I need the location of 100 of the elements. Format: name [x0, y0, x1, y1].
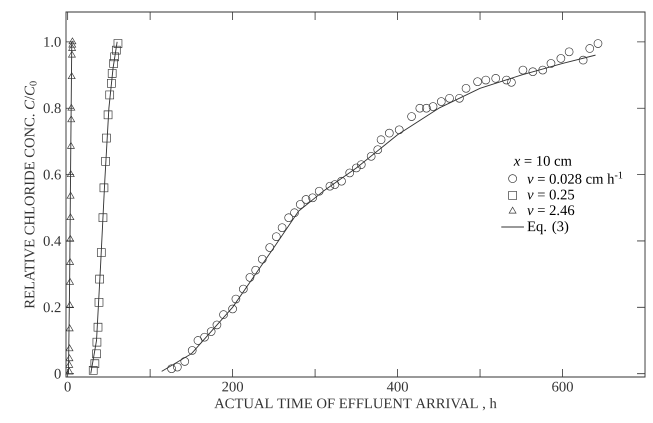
point — [308, 193, 317, 202]
point — [356, 160, 366, 169]
point — [564, 47, 574, 56]
point — [219, 310, 228, 319]
point — [173, 362, 182, 372]
point — [66, 234, 74, 242]
point — [507, 78, 516, 87]
point — [114, 39, 122, 48]
point — [66, 361, 74, 368]
point — [246, 273, 254, 282]
point — [556, 54, 566, 63]
point — [352, 164, 361, 172]
y-tick-label: 1.0 — [44, 36, 61, 47]
point — [90, 359, 100, 368]
legend-title: x = 10 cm — [514, 156, 572, 166]
point — [538, 66, 548, 74]
legend-label: Eq. (3) — [527, 220, 568, 234]
point — [194, 336, 202, 345]
point — [265, 243, 274, 252]
point — [94, 322, 102, 332]
x-axis-title: ACTUAL TIME OF EFFLUENT ARRIVAL , h — [214, 398, 497, 410]
point — [66, 278, 74, 285]
point — [68, 44, 76, 51]
point — [100, 184, 108, 192]
point — [518, 66, 528, 74]
point — [95, 274, 104, 284]
point — [394, 125, 404, 134]
y-tick-label: 0.6 — [44, 170, 61, 180]
point — [546, 59, 556, 68]
point — [330, 180, 340, 189]
point — [66, 368, 74, 374]
point — [428, 102, 438, 111]
point — [94, 298, 104, 307]
point — [528, 67, 538, 76]
point — [167, 364, 176, 374]
point — [92, 349, 101, 358]
point — [258, 254, 267, 264]
point — [104, 110, 112, 120]
y-tick-label: 0.2 — [44, 302, 60, 312]
legend-label: v = 0.028 cm h$^{-1}$ — [527, 172, 622, 184]
point — [188, 346, 197, 355]
point — [108, 69, 117, 78]
point — [373, 145, 382, 154]
point — [239, 284, 248, 294]
point — [473, 77, 482, 86]
point — [585, 44, 594, 53]
point — [107, 79, 116, 88]
point — [455, 94, 464, 103]
point — [407, 112, 416, 121]
point — [326, 182, 334, 191]
point — [278, 223, 286, 232]
point — [101, 156, 110, 166]
point — [314, 186, 324, 196]
point — [296, 200, 305, 209]
point — [345, 168, 354, 178]
x-tick-label: 0 — [64, 382, 71, 392]
point — [422, 104, 431, 113]
point — [290, 208, 299, 218]
point — [66, 258, 74, 265]
point — [105, 90, 114, 100]
point — [366, 152, 376, 161]
y-axis-title: RELATIVE CHLORIDE CONC. C/C$_{0}$ — [24, 81, 37, 308]
point — [251, 266, 260, 274]
point — [66, 354, 74, 362]
point — [376, 135, 386, 144]
point — [436, 97, 446, 106]
x-tick-label: 400 — [386, 382, 408, 392]
point — [180, 357, 190, 366]
point — [67, 170, 75, 177]
point — [385, 128, 394, 138]
point — [68, 50, 76, 58]
legend-label: v = 0.25 — [527, 190, 574, 200]
point — [594, 39, 602, 48]
point — [228, 304, 237, 314]
legend-label: v = 2.46 — [527, 205, 574, 216]
point — [337, 176, 346, 186]
point — [206, 327, 216, 336]
x-tick-label: 200 — [222, 382, 244, 392]
point — [67, 142, 75, 149]
point — [416, 104, 424, 113]
point — [92, 338, 102, 346]
point — [232, 294, 240, 304]
point — [445, 94, 454, 103]
point — [109, 59, 118, 68]
point — [462, 84, 470, 93]
point — [66, 324, 74, 332]
point — [67, 116, 75, 122]
point — [502, 76, 511, 84]
point — [110, 52, 119, 62]
point — [66, 192, 74, 198]
point — [212, 320, 222, 330]
point — [66, 344, 74, 352]
point — [112, 46, 121, 54]
point — [272, 232, 281, 241]
y-tick-label: 0.4 — [44, 236, 62, 246]
point — [482, 76, 490, 84]
point — [96, 248, 106, 257]
point — [68, 38, 76, 44]
point — [68, 72, 76, 80]
point — [578, 56, 588, 64]
